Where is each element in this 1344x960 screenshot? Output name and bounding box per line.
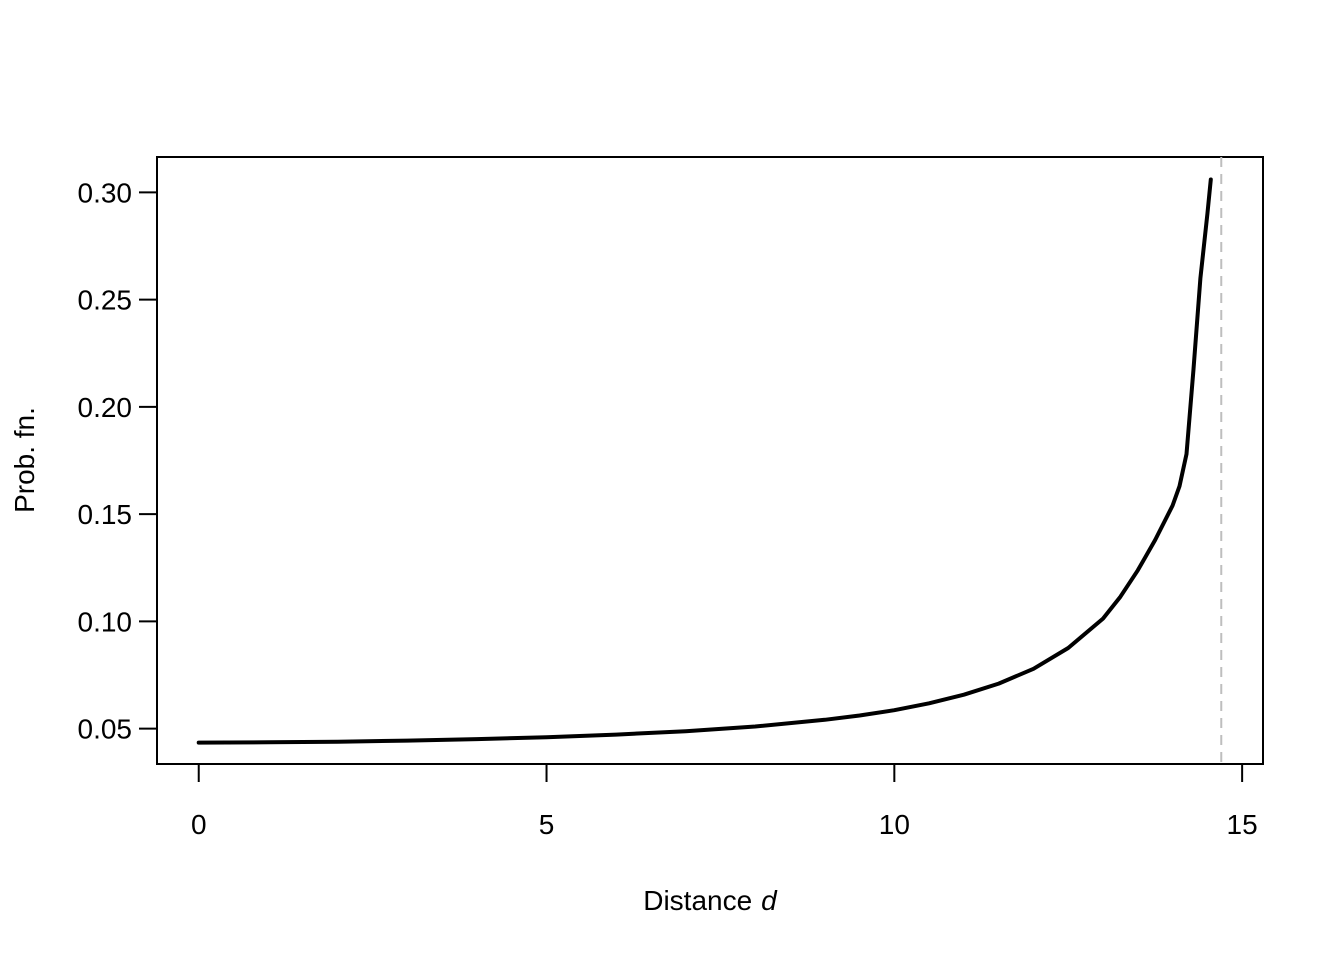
- y-tick-label: 0.30: [78, 177, 133, 208]
- y-tick-label: 0.10: [78, 606, 133, 637]
- plot-frame: [156, 156, 1264, 765]
- plot-box: [156, 156, 1264, 765]
- y-tick-label: 0.25: [78, 285, 133, 316]
- y-axis: 0.05 0.10 0.15 0.20 0.25 0.30: [78, 177, 158, 745]
- y-tick-label: 0.20: [78, 392, 133, 423]
- y-tick-label: 0.05: [78, 714, 133, 745]
- y-tick-label: 0.15: [78, 499, 133, 530]
- x-axis-title: Distance d: [643, 885, 778, 916]
- series-group: [196, 177, 1213, 745]
- y-axis-title: Prob. fn.: [9, 407, 40, 513]
- x-axis: 0 5 10 15: [191, 763, 1258, 840]
- x-tick-label: 10: [879, 809, 910, 840]
- x-tick-label: 5: [539, 809, 555, 840]
- x-axis-title-text: Distance: [643, 885, 752, 916]
- x-tick-label: 0: [191, 809, 207, 840]
- x-axis-title-symbol: d: [761, 885, 778, 916]
- x-tick-label: 15: [1227, 809, 1258, 840]
- series-line-1: [196, 177, 1213, 745]
